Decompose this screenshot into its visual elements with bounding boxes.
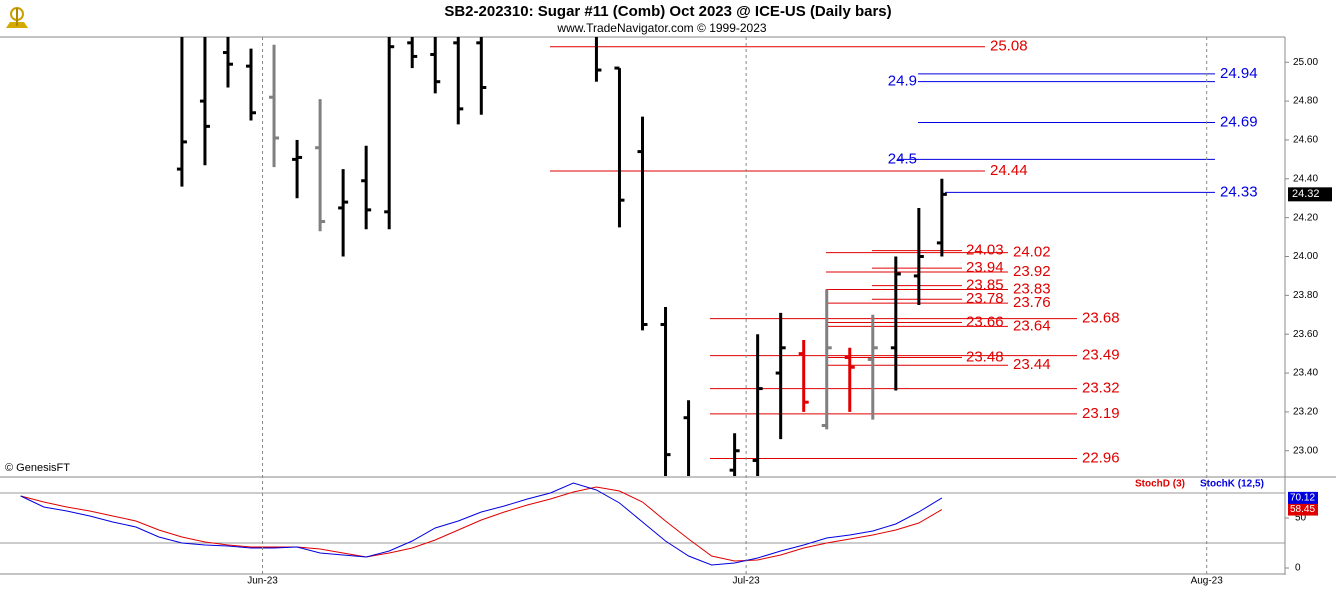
level-label: 23.78 (966, 290, 1004, 307)
y-tick-label: 23.40 (1293, 368, 1318, 379)
stoch-line (20, 482, 943, 566)
level-label: 24.03 (966, 242, 1004, 259)
level-label: 24.44 (990, 162, 1028, 179)
y-tick-label: 25.00 (1293, 57, 1318, 68)
level-label: 23.68 (1082, 310, 1120, 327)
stoch-panel (0, 482, 1285, 566)
y-tick-label: 0 (1295, 563, 1301, 574)
level-label: 23.48 (966, 348, 1004, 365)
level-label: 25.08 (990, 38, 1028, 55)
level-label: 23.19 (1082, 405, 1120, 422)
x-tick-label: Jun-23 (247, 576, 278, 587)
last-price-label: 24.32 (1292, 188, 1320, 200)
title: SB2-202310: Sugar #11 (Comb) Oct 2023 @ … (444, 3, 891, 20)
last-value-label: 58.45 (1290, 504, 1315, 515)
x-tick-label: Jul-23 (733, 576, 761, 587)
level-label: 23.44 (1013, 356, 1051, 373)
last-value-box (1288, 491, 1318, 504)
x-tick-label: Aug-23 (1191, 576, 1224, 587)
last-price-box (1288, 187, 1332, 202)
y-tick-label: 23.60 (1293, 329, 1318, 340)
legend-entry: StochK (12,5) (1200, 479, 1264, 490)
last-value-box (1288, 503, 1318, 516)
y-tick-label: 24.20 (1293, 212, 1318, 223)
level-label: 22.96 (1082, 449, 1120, 466)
y-tick-label: 24.60 (1293, 135, 1318, 146)
price-panel (176, 37, 1215, 476)
legend-entry: StochD (3) (1135, 479, 1185, 490)
y-tick-label: 23.00 (1293, 445, 1318, 456)
overlay: 23.00 23.20 23.40 23.60 23.80 24.00 24.20 24.40… (247, 38, 1332, 587)
subtitle: www.TradeNavigator.com © 1999-2023 (556, 21, 766, 35)
y-tick-label: 24.40 (1293, 173, 1318, 184)
level-label: 24.02 (1013, 244, 1051, 261)
level-label: 24.69 (1220, 113, 1258, 130)
level-label: 23.49 (1082, 347, 1120, 364)
y-tick-label: 50 (1295, 513, 1307, 524)
level-label: 23.85 (966, 277, 1004, 294)
level-label: 23.92 (1013, 263, 1051, 280)
level-label: 24.9 (888, 73, 917, 90)
level-label: 24.5 (888, 150, 917, 167)
last-value-label: 70.12 (1290, 493, 1315, 504)
level-label: 23.66 (966, 314, 1004, 331)
level-label: 23.32 (1082, 380, 1120, 397)
level-label: 23.64 (1013, 317, 1051, 334)
stoch-line (20, 486, 943, 562)
y-tick-label: 24.00 (1293, 251, 1318, 262)
level-label: 24.33 (1220, 183, 1258, 200)
level-label: 24.94 (1220, 65, 1258, 82)
y-tick-label: 23.20 (1293, 407, 1318, 418)
y-tick-label: 24.80 (1293, 96, 1318, 107)
level-label: 23.94 (966, 259, 1004, 276)
level-label: 23.83 (1013, 280, 1051, 297)
watermark: © GenesisFT (5, 462, 70, 474)
level-label: 23.76 (1013, 294, 1051, 311)
y-tick-label: 23.80 (1293, 290, 1318, 301)
logo (6, 7, 28, 28)
header (0, 0, 1336, 37)
